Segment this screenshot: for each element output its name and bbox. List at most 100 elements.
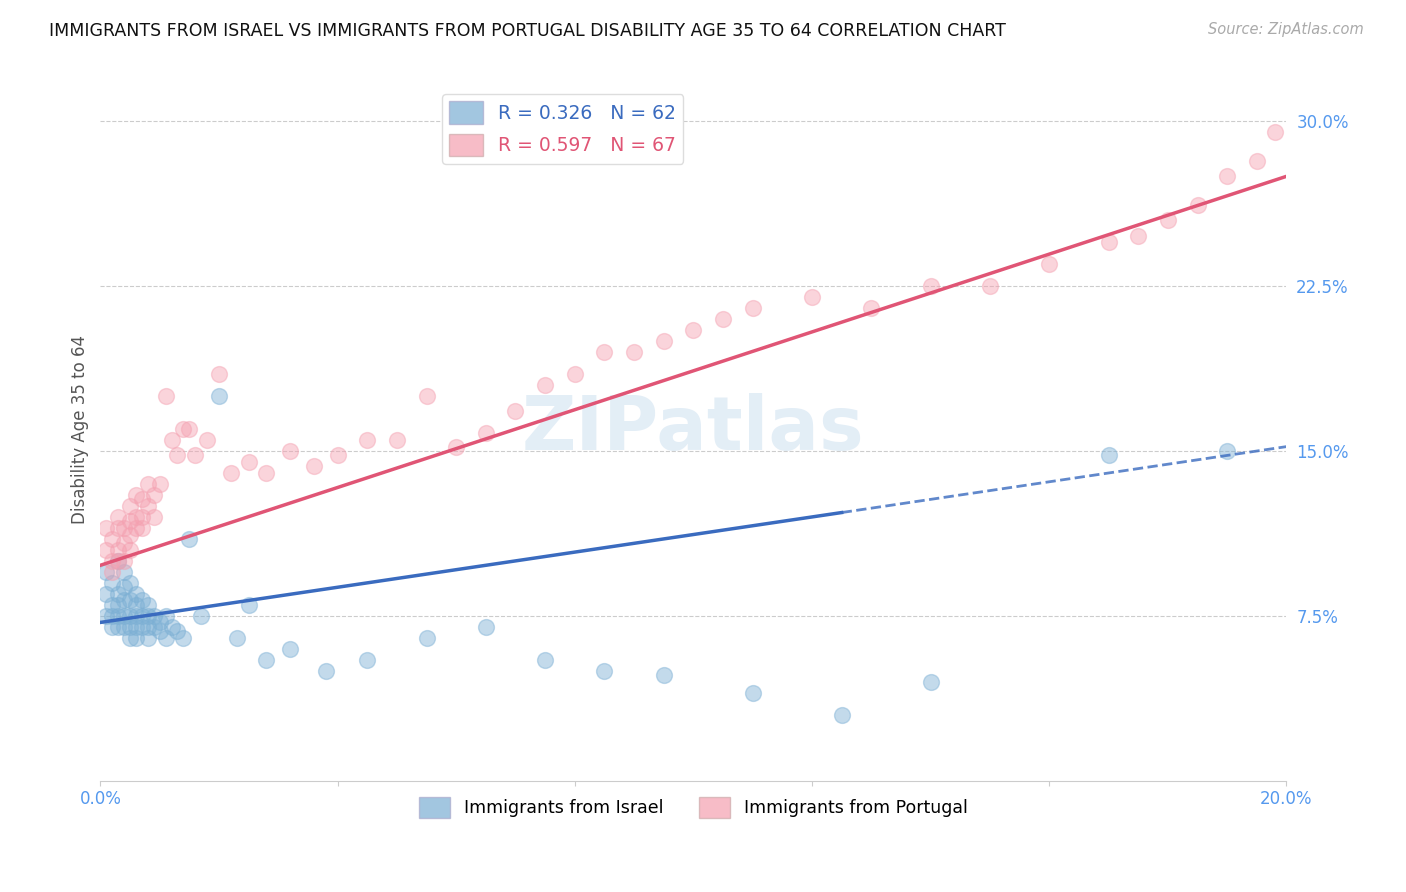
- Point: [142, 608, 165, 623]
- Point: [112, 565, 135, 579]
- Point: [136, 477, 159, 491]
- Point: [1157, 213, 1180, 227]
- Point: [184, 449, 207, 463]
- Point: [593, 664, 616, 678]
- Point: [125, 620, 148, 634]
- Point: [195, 433, 218, 447]
- Point: [219, 466, 242, 480]
- Point: [534, 378, 557, 392]
- Point: [801, 290, 824, 304]
- Point: [118, 620, 141, 634]
- Point: [96, 542, 118, 557]
- Point: [302, 459, 325, 474]
- Point: [136, 499, 159, 513]
- Point: [112, 608, 135, 623]
- Point: [593, 345, 616, 359]
- Point: [860, 301, 883, 315]
- Point: [682, 323, 704, 337]
- Point: [118, 608, 141, 623]
- Point: [1216, 169, 1239, 184]
- Point: [131, 492, 153, 507]
- Point: [326, 449, 349, 463]
- Point: [505, 404, 527, 418]
- Point: [652, 668, 675, 682]
- Point: [166, 449, 188, 463]
- Point: [741, 301, 763, 315]
- Point: [160, 620, 183, 634]
- Point: [125, 587, 148, 601]
- Point: [475, 620, 498, 634]
- Point: [136, 598, 159, 612]
- Point: [118, 542, 141, 557]
- Point: [136, 620, 159, 634]
- Point: [208, 367, 231, 381]
- Point: [920, 674, 942, 689]
- Point: [101, 565, 124, 579]
- Point: [131, 521, 153, 535]
- Point: [225, 631, 247, 645]
- Point: [118, 499, 141, 513]
- Point: [415, 389, 437, 403]
- Point: [979, 279, 1001, 293]
- Point: [112, 521, 135, 535]
- Point: [125, 510, 148, 524]
- Point: [160, 433, 183, 447]
- Point: [112, 580, 135, 594]
- Point: [112, 536, 135, 550]
- Point: [101, 575, 124, 590]
- Point: [652, 334, 675, 348]
- Point: [101, 620, 124, 634]
- Point: [1187, 198, 1209, 212]
- Point: [278, 444, 301, 458]
- Point: [278, 641, 301, 656]
- Point: [118, 527, 141, 541]
- Point: [1246, 153, 1268, 168]
- Point: [534, 653, 557, 667]
- Point: [118, 575, 141, 590]
- Point: [238, 455, 260, 469]
- Point: [166, 624, 188, 639]
- Point: [190, 608, 212, 623]
- Point: [125, 631, 148, 645]
- Point: [564, 367, 586, 381]
- Point: [96, 608, 118, 623]
- Point: [107, 608, 129, 623]
- Point: [107, 554, 129, 568]
- Point: [1097, 449, 1119, 463]
- Point: [155, 389, 177, 403]
- Point: [118, 631, 141, 645]
- Point: [179, 422, 201, 436]
- Point: [101, 598, 124, 612]
- Point: [238, 598, 260, 612]
- Point: [920, 279, 942, 293]
- Point: [155, 608, 177, 623]
- Point: [208, 389, 231, 403]
- Point: [125, 608, 148, 623]
- Text: Source: ZipAtlas.com: Source: ZipAtlas.com: [1208, 22, 1364, 37]
- Point: [131, 593, 153, 607]
- Point: [475, 426, 498, 441]
- Point: [96, 587, 118, 601]
- Point: [149, 477, 172, 491]
- Point: [142, 488, 165, 502]
- Point: [385, 433, 408, 447]
- Point: [623, 345, 645, 359]
- Point: [125, 488, 148, 502]
- Point: [149, 615, 172, 630]
- Legend: Immigrants from Israel, Immigrants from Portugal: Immigrants from Israel, Immigrants from …: [412, 789, 974, 825]
- Point: [107, 620, 129, 634]
- Point: [125, 521, 148, 535]
- Point: [101, 532, 124, 546]
- Point: [444, 440, 467, 454]
- Point: [1128, 228, 1150, 243]
- Point: [149, 624, 172, 639]
- Point: [107, 598, 129, 612]
- Point: [112, 554, 135, 568]
- Point: [1097, 235, 1119, 250]
- Point: [112, 593, 135, 607]
- Point: [356, 433, 378, 447]
- Point: [415, 631, 437, 645]
- Point: [356, 653, 378, 667]
- Point: [112, 620, 135, 634]
- Point: [142, 620, 165, 634]
